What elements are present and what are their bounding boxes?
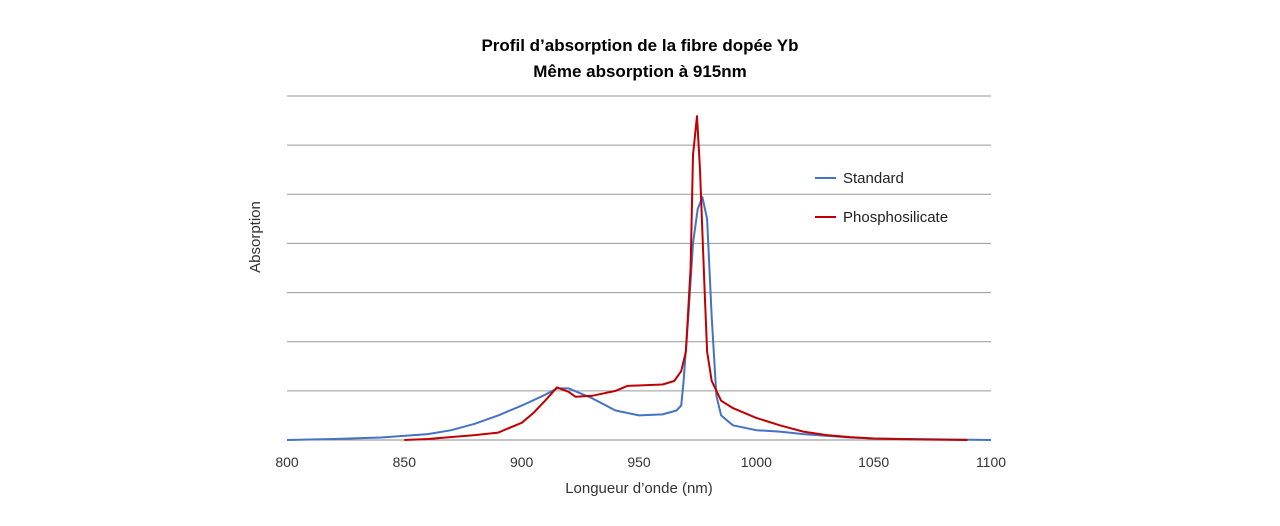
x-axis-label: Longueur d’onde (nm) [565, 480, 713, 497]
x-tick-label: 800 [275, 454, 299, 470]
x-tick-label: 1050 [858, 454, 889, 470]
x-tick-label: 850 [393, 454, 417, 470]
series-line-phosphosilicate [404, 115, 968, 441]
x-tick-label: 1000 [741, 454, 772, 470]
chart-title-line2: Même absorption à 915nm [533, 62, 747, 81]
x-tick-label: 900 [510, 454, 534, 470]
y-axis-label: Absorption [247, 201, 264, 273]
x-tick-label: 950 [627, 454, 651, 470]
chart-title-line1: Profil d’absorption de la fibre dopée Yb [481, 36, 798, 55]
legend-label: Phosphosilicate [843, 209, 948, 226]
legend-label: Standard [843, 170, 904, 187]
series-line-standard [286, 196, 992, 441]
x-tick-label: 1100 [976, 454, 1006, 470]
